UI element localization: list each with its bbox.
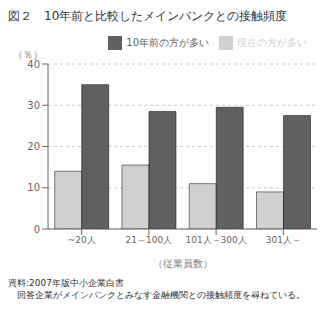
svg-text:101人～300人: 101人～300人 <box>185 235 246 245</box>
svg-text:21～100人: 21～100人 <box>126 235 173 245</box>
html-text:10年前の方が多い: 10年前の方が多い <box>126 37 209 48</box>
svg-text:（従業員数）: （従業員数） <box>153 258 213 269</box>
svg-text:20: 20 <box>27 141 40 152</box>
svg-text:30: 30 <box>27 100 40 111</box>
svg-text:0: 0 <box>34 224 40 235</box>
svg-text:10: 10 <box>27 182 40 193</box>
svg-text:40: 40 <box>27 59 40 70</box>
html-text:図２ 10年前と比較したメインバンクとの接触頻度: 図２ 10年前と比較したメインバンクとの接触頻度 <box>8 9 288 23</box>
html-text:現在の方が多い: 現在の方が多い <box>237 37 307 48</box>
svg-text:（％）: （％） <box>13 49 43 60</box>
html-text:資料:2007年版中小企業白書: 資料:2007年版中小企業白書 <box>8 278 124 288</box>
html-text:回答企業がメインバンクとみなす金融機関との接触頻度を尋ねてい: 回答企業がメインバンクとみなす金融機関との接触頻度を尋ねている。 <box>8 290 305 300</box>
svg-text:~20人: ~20人 <box>68 235 96 245</box>
svg-text:301人～: 301人～ <box>266 235 301 245</box>
